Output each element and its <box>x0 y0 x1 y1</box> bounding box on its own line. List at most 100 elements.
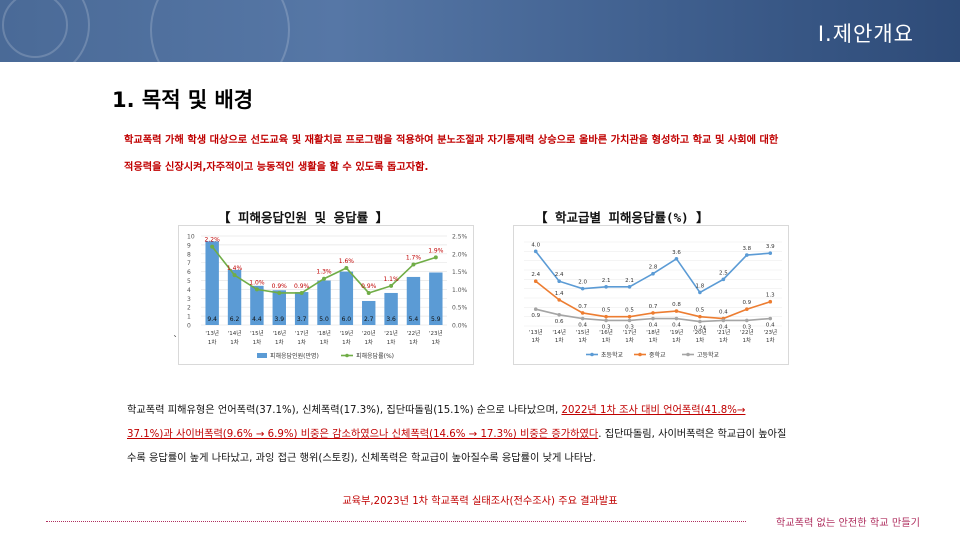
x-tick-label: '16년 <box>599 328 613 336</box>
bar-data-label: 6.0 <box>342 316 352 323</box>
x-tick-label: '14년 <box>552 328 566 336</box>
x-tick-label: 1차 <box>696 336 705 344</box>
bar <box>272 290 286 325</box>
rate-point <box>344 266 349 271</box>
footer-rule <box>46 521 746 522</box>
legend-swatch-point <box>345 353 349 358</box>
rate-data-label: 1.9% <box>428 247 444 254</box>
bar-data-label: 5.9 <box>431 316 441 323</box>
series-point <box>674 257 679 261</box>
y-tick-label: 10 <box>187 234 195 241</box>
chart-1-frame: 0 1 2 3 4 5 6 7 8 9 10 0.0% 0.5% 1.0% 1.5% 2.0% 2.5% 9.4 '… <box>178 225 474 365</box>
bar <box>227 269 242 325</box>
rate-point <box>389 283 394 288</box>
rate-point <box>411 262 416 267</box>
series-point <box>557 298 561 302</box>
x-tick-label: 1차 <box>672 336 681 344</box>
y-tick-label: 2 <box>187 305 191 312</box>
legend-swatch-bar <box>257 353 267 358</box>
x-tick-label: 1차 <box>342 338 351 346</box>
series-point <box>745 307 749 311</box>
x-tick-label: 1차 <box>253 338 262 346</box>
series-data-label: 0.24 <box>694 326 707 332</box>
legend-label: 고등학교 <box>697 351 720 359</box>
series-point <box>698 290 702 295</box>
series-point <box>627 285 632 289</box>
x-tick-label: '19년 <box>670 328 684 336</box>
victim-count-chart: 0 1 2 3 4 5 6 7 8 910 0.0% 0.5% 1.0% 1.5% 2.0% 2.5% 9.4 '… <box>187 234 468 361</box>
x-tick-label: 1차 <box>602 336 611 344</box>
series-data-label: 0.7 <box>578 304 587 310</box>
x-tick-label: '14년 <box>228 329 242 337</box>
x-tick-label: '20년 <box>693 328 707 336</box>
x-tick-label: 1차 <box>531 336 540 344</box>
series-data-label: 0.3 <box>625 324 634 330</box>
rate-data-label: 1.6% <box>339 258 355 265</box>
x-tick-label: 1차 <box>743 336 752 344</box>
series-data-label: 0.4 <box>672 323 681 329</box>
series-point <box>580 311 585 315</box>
x-tick-label: '22년 <box>740 328 754 336</box>
rate-point <box>366 290 371 295</box>
rate-point <box>232 273 237 278</box>
x-tick-label: 1차 <box>719 336 728 344</box>
series-point <box>533 307 538 311</box>
x-tick-label: '23년 <box>429 329 443 337</box>
intro-line-1: 학교폭력 가해 학생 대상으로 선도교육 및 재활치료 프로그램을 적용하여 분… <box>124 135 779 146</box>
series-data-label: 0.5 <box>602 308 611 314</box>
series-point <box>721 318 726 323</box>
bar <box>317 280 331 325</box>
source-citation: 교육부,2023년 1차 학교폭력 실태조사(전수조사) 주요 결과발표 <box>342 496 618 507</box>
series-data-label: 0.4 <box>578 323 587 329</box>
school-level-rate-chart: '13년1차'14년1차'15년1차'16년1차'17년1차'18년1차'19년… <box>524 241 782 359</box>
intro-line-2: 적응력을 신장시켜,자주적이고 능동적인 생활을 할 수 있도록 돕고자함. <box>124 162 429 173</box>
intro-paragraph: 학교폭력 가해 학생 대상으로 선도교육 및 재활치료 프로그램을 적용하여 분… <box>124 127 914 181</box>
x-tick-label: 1차 <box>364 338 373 346</box>
rate-data-label: 1.7% <box>406 254 422 261</box>
series-point <box>580 286 585 291</box>
x-tick-label: '18년 <box>646 328 660 336</box>
bar <box>205 241 219 325</box>
banner-decoration <box>0 0 90 62</box>
series-point <box>651 316 655 321</box>
series-data-label: 0.4 <box>649 323 658 329</box>
x-tick-label: 1차 <box>275 338 284 346</box>
rate-point <box>433 255 438 260</box>
series-point <box>651 311 655 315</box>
stray-mark: ` <box>173 335 178 346</box>
series-data-label: 0.3 <box>602 324 611 330</box>
x-tick-label: 1차 <box>208 338 217 346</box>
rate-point <box>210 244 215 249</box>
legend-swatch-point <box>590 352 594 357</box>
series-point <box>627 314 632 319</box>
series-point <box>604 318 608 323</box>
footer-text: 학교폭력 없는 안전한 학교 만들기 <box>775 518 920 529</box>
series-data-label: 0.8 <box>672 302 681 308</box>
rate-data-label: 1.0% <box>249 279 265 286</box>
y2-tick-label: 1.5% <box>452 269 468 276</box>
x-tick-label: 1차 <box>297 338 306 346</box>
legend-label: 중학교 <box>649 351 666 359</box>
y-tick-label: 5 <box>187 278 191 285</box>
x-tick-label: 1차 <box>766 336 775 344</box>
bar-data-label: 6.2 <box>230 316 240 323</box>
header-banner: Ⅰ.제안개요 <box>0 0 960 62</box>
y-tick-label: 1 <box>187 314 191 321</box>
rate-point <box>277 290 282 295</box>
body-highlight-2: 37.1%)과 사이버폭력(9.6% → 6.9%) 비중은 감소하였으나 신체… <box>127 429 599 440</box>
series-point <box>768 299 773 304</box>
y-tick-label: 9 <box>187 242 191 249</box>
x-tick-label: 1차 <box>320 338 329 346</box>
y-tick-label: 7 <box>187 260 191 267</box>
series-data-label: 0.9 <box>742 300 751 306</box>
x-tick-label: '18년 <box>317 329 331 337</box>
body-highlight-1: 2022년 1차 조사 대비 언어폭력(41.8%→ <box>561 405 746 416</box>
series-point <box>651 271 655 276</box>
chart-2-frame: '13년 1차 '14년 1차 '15년 1차 '16년 1차 '17년 1차 '18년 1차 '19년… <box>513 225 789 365</box>
series-data-label: 2.4 <box>555 272 564 278</box>
y2-tick-label: 1.0% <box>452 287 468 294</box>
x-tick-label: '15년 <box>576 328 590 336</box>
legend-swatch-point <box>638 352 642 357</box>
header-title: Ⅰ.제안개요 <box>817 22 914 46</box>
series-point <box>674 309 679 313</box>
